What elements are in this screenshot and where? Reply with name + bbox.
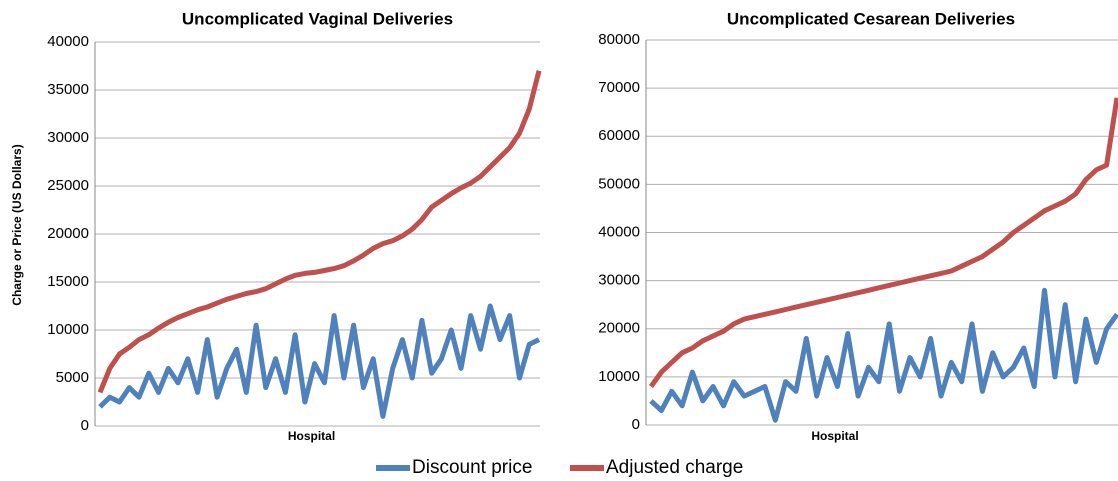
y-tick-label: 25000 — [47, 177, 89, 194]
legend-label: Adjusted charge — [606, 457, 743, 478]
y-tick-label: 10000 — [47, 321, 89, 338]
y-tick-label: 5000 — [56, 369, 89, 386]
y-tick-label: 0 — [632, 416, 640, 433]
data-line — [97, 70, 542, 394]
data-line — [648, 97, 1118, 388]
legend-label: Discount price — [412, 457, 532, 478]
y-tick-label: 0 — [81, 417, 89, 434]
y-tick-label: 30000 — [598, 272, 640, 289]
x-axis-label: Hospital — [288, 429, 335, 443]
data-line — [98, 303, 541, 419]
x-axis-label: Hospital — [811, 429, 858, 443]
y-tick-label: 20000 — [47, 225, 89, 242]
chart-title: Uncomplicated Vaginal Deliveries — [182, 9, 453, 28]
y-tick-label: 70000 — [598, 79, 640, 96]
y-tick-label: 35000 — [47, 81, 89, 98]
y-tick-label: 15000 — [47, 273, 89, 290]
y-tick-label: 30000 — [47, 129, 89, 146]
data-line — [649, 287, 1118, 423]
y-tick-label: 80000 — [598, 31, 640, 48]
y-tick-label: 40000 — [598, 223, 640, 240]
y-tick-label: 60000 — [598, 127, 640, 144]
chart-title: Uncomplicated Cesarean Deliveries — [727, 9, 1015, 28]
legend: Discount price Adjusted charge — [376, 457, 743, 478]
y-tick-label: 10000 — [598, 368, 640, 385]
y-tick-label: 40000 — [47, 33, 89, 50]
y-tick-label: 20000 — [598, 320, 640, 337]
y-tick-label: 50000 — [598, 175, 640, 192]
y-axis-label: Charge or Price (US Dollars) — [10, 144, 24, 305]
